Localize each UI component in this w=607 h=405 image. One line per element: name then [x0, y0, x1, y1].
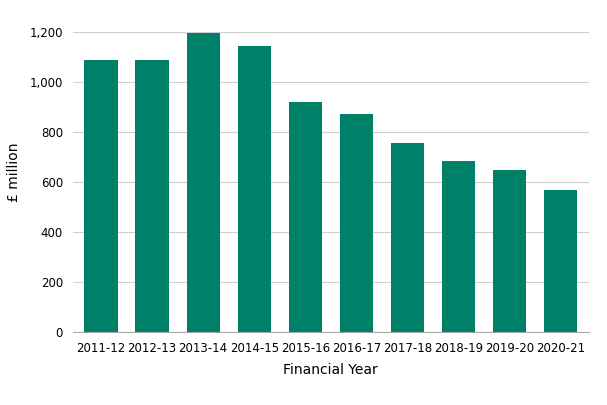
Bar: [442, 161, 475, 332]
Bar: [289, 102, 322, 332]
Bar: [391, 143, 424, 332]
Bar: [186, 33, 220, 332]
X-axis label: Financial Year: Financial Year: [283, 363, 378, 377]
Bar: [340, 114, 373, 332]
Bar: [544, 190, 577, 332]
Bar: [493, 170, 526, 332]
Bar: [84, 60, 118, 332]
Y-axis label: £ million: £ million: [7, 143, 21, 202]
Bar: [135, 60, 169, 332]
Bar: [237, 46, 271, 332]
